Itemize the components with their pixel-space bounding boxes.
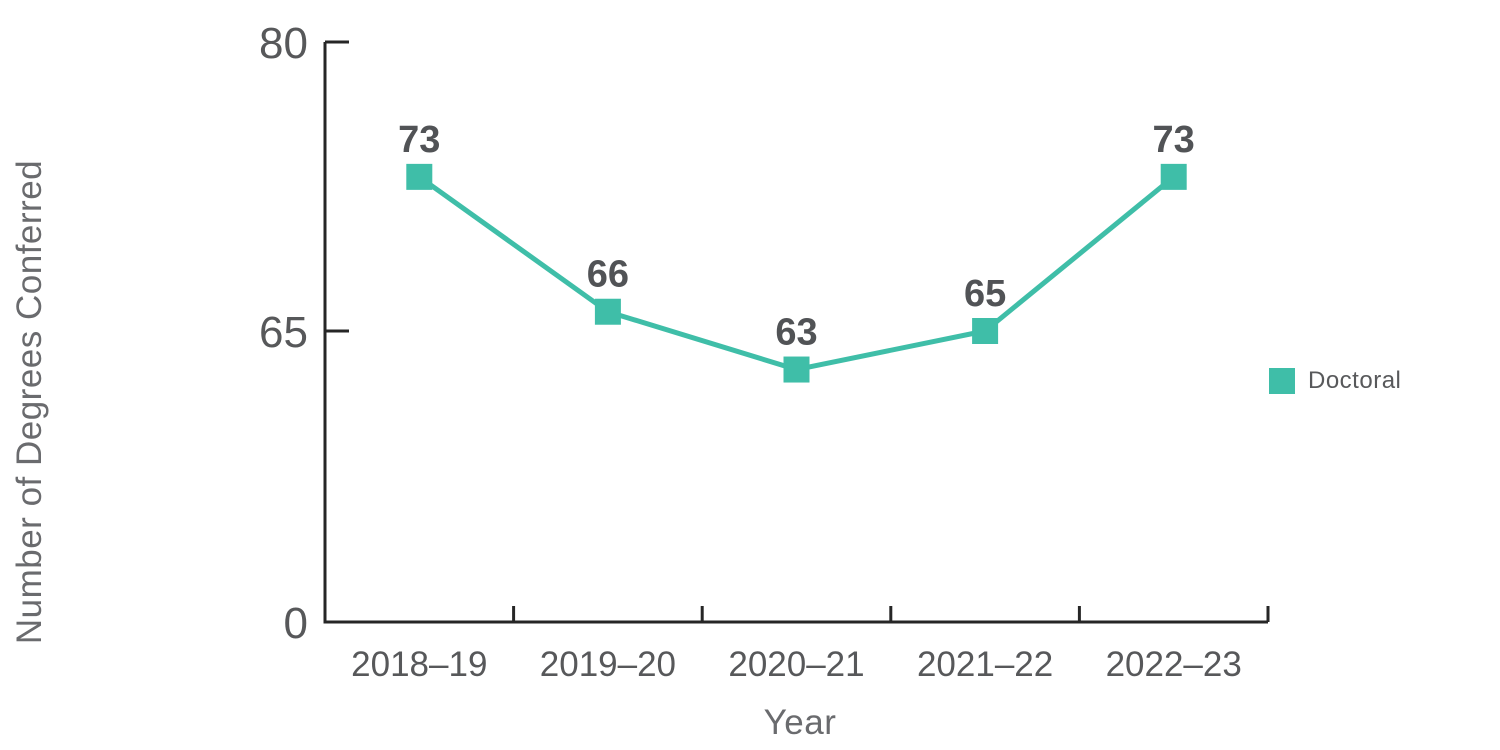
legend: Doctoral — [1269, 367, 1401, 395]
x-tick-label: 2021–22 — [917, 645, 1053, 684]
data-point-marker — [1160, 163, 1187, 190]
value-label: 73 — [398, 119, 440, 161]
value-label: 73 — [1153, 119, 1195, 161]
legend-label-doctoral: Doctoral — [1308, 367, 1402, 394]
y-tick-label: 65 — [259, 308, 308, 357]
x-tick-label: 2020–21 — [728, 645, 864, 684]
data-point-marker — [783, 356, 810, 383]
legend-swatch-doctoral — [1269, 368, 1295, 394]
value-label: 63 — [775, 312, 817, 354]
value-label: 66 — [587, 254, 629, 296]
y-tick-label: 80 — [259, 19, 308, 68]
y-tick-label: 0 — [284, 599, 308, 648]
data-point-marker — [972, 318, 999, 344]
x-axis-title: Year — [763, 703, 837, 742]
x-tick-label: 2019–20 — [540, 645, 676, 684]
data-point-marker — [406, 163, 433, 190]
x-tick-label: 2022–23 — [1106, 645, 1242, 684]
x-tick-label: 2018–19 — [351, 645, 487, 684]
data-point-marker — [594, 298, 621, 325]
value-label: 65 — [964, 273, 1006, 315]
y-axis-title: Number of Degrees Conferred — [10, 159, 49, 645]
